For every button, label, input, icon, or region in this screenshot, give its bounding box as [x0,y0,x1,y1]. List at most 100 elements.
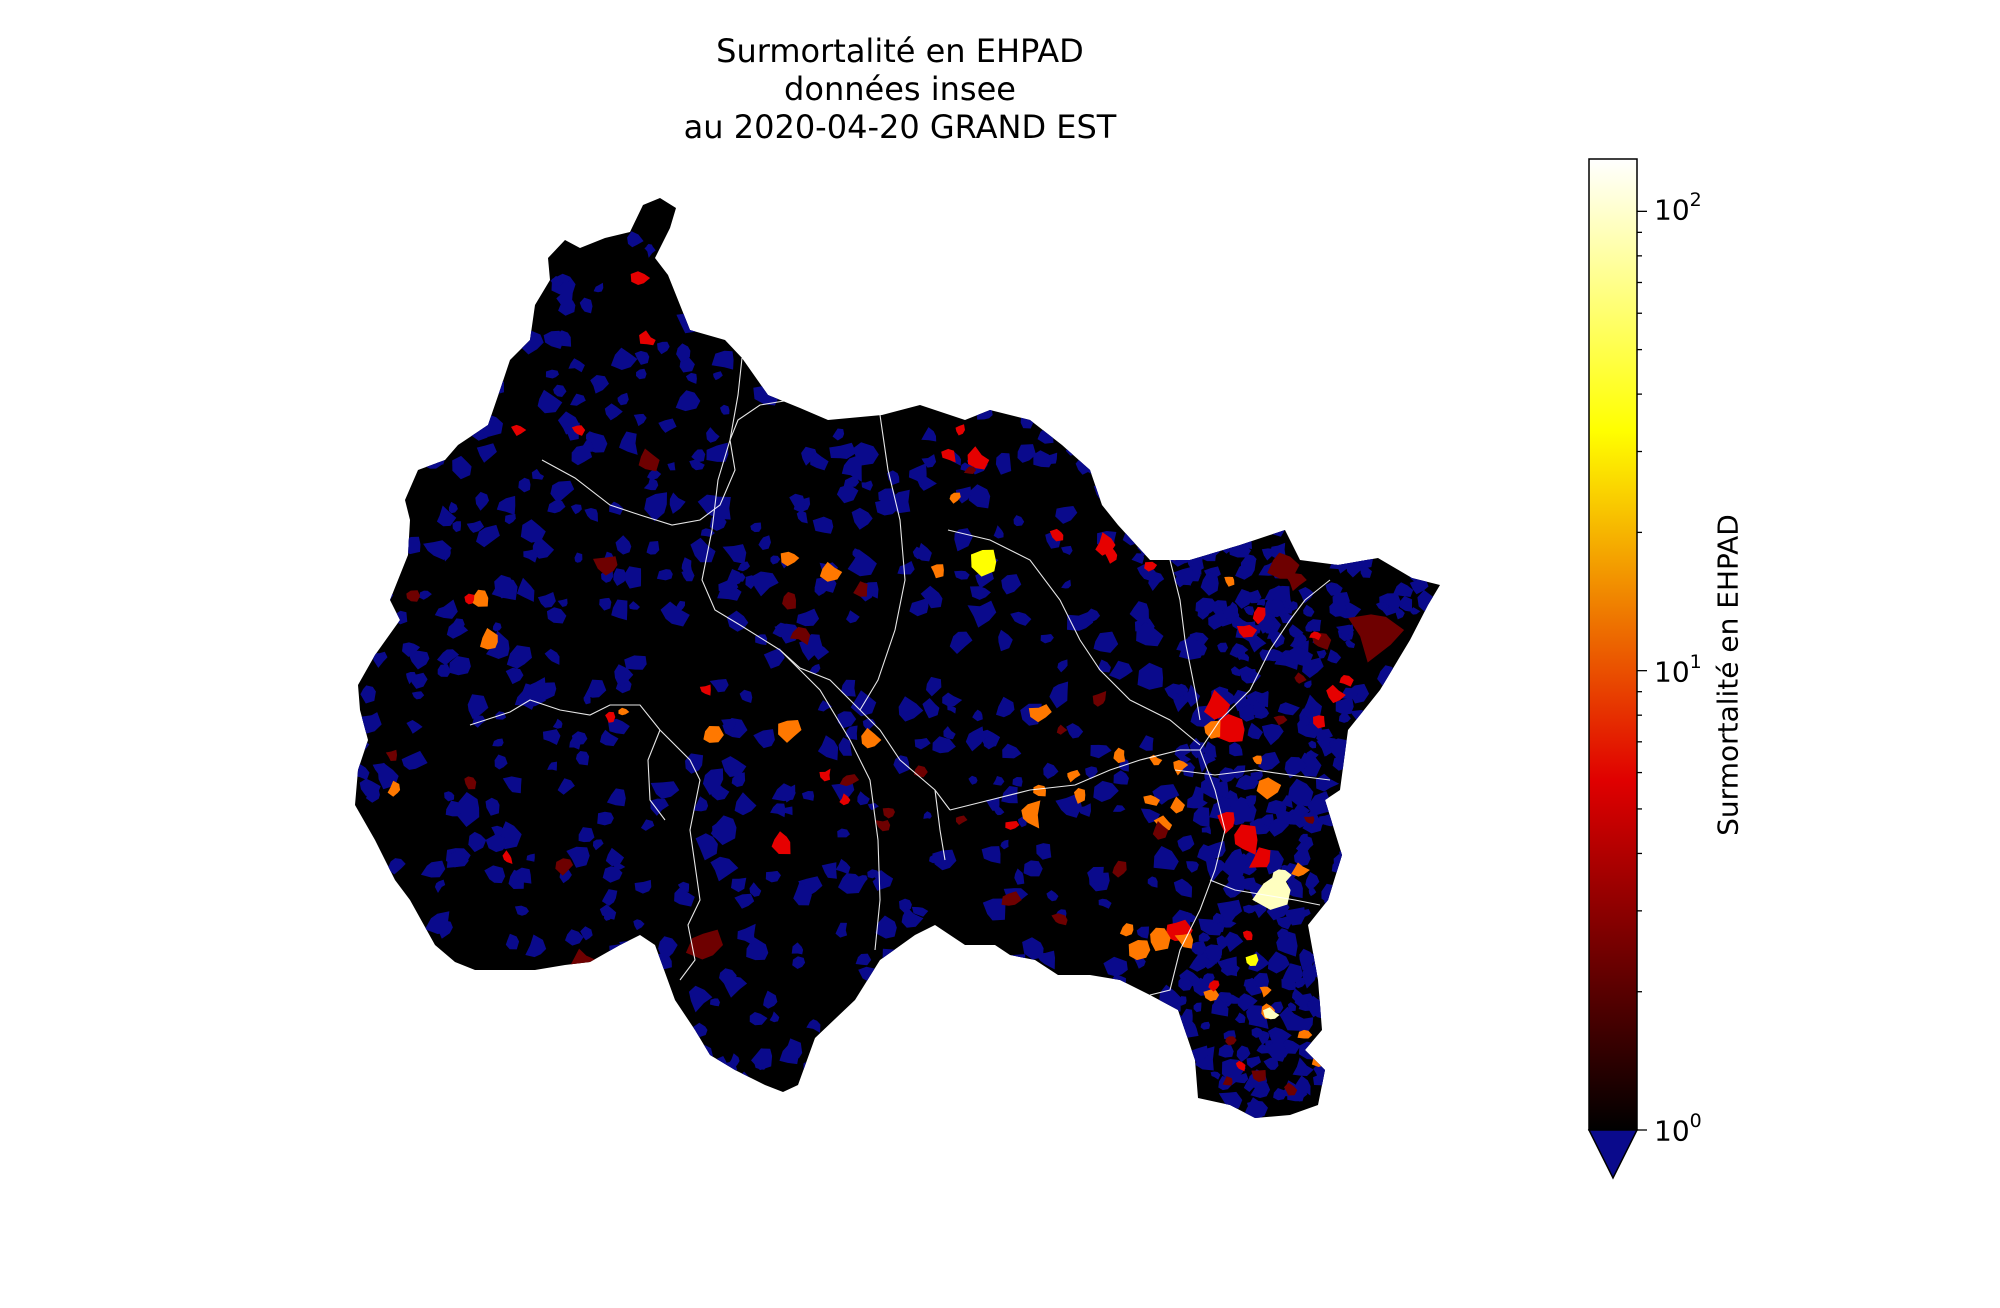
commune-below-range [1109,660,1133,680]
commune-below-range [1399,596,1413,612]
commune-below-range [1128,225,1154,250]
commune-below-range [1062,395,1086,413]
commune-below-range [431,329,441,339]
colorbar-tick-label-1: 100 [1654,1110,1702,1148]
commune-dark-red [464,776,477,790]
commune-below-range [1222,852,1246,878]
commune-dark-red [1112,860,1127,878]
commune-below-range [1294,1075,1311,1096]
commune-orange [819,561,843,582]
commune-below-range [744,227,753,240]
commune-yellow [971,549,997,577]
commune-below-range [446,622,469,639]
commune-below-range [569,736,581,750]
commune-below-range [367,604,390,630]
commune-red [955,424,965,436]
commune-below-range [1204,227,1232,252]
commune-below-range [1049,681,1069,709]
commune-below-range [498,1086,513,1099]
commune-below-range [711,350,734,370]
commune-below-range [435,1039,447,1047]
commune-below-range [1443,1096,1452,1105]
commune-below-range [1224,931,1244,953]
commune-below-range [1100,342,1116,354]
commune-orange [778,720,802,743]
commune-below-range [1229,643,1249,658]
commune-below-range [374,416,388,436]
commune-orange [1170,796,1185,814]
commune-red [967,446,990,470]
commune-below-range [1243,1077,1260,1092]
commune-below-range [941,1103,950,1113]
commune-dark-red [882,807,895,819]
commune-below-range [452,521,461,533]
commune-below-range [1102,202,1117,215]
commune-below-range [1364,935,1381,950]
commune-below-range [604,403,623,421]
commune-below-range [1337,240,1353,253]
commune-below-range [1336,624,1355,636]
commune-below-range [702,768,724,796]
commune-below-range [537,389,563,414]
commune-pale-yellow [1252,877,1291,910]
commune-below-range [375,1021,386,1032]
commune-below-range [1368,828,1382,839]
commune-below-range [908,463,927,486]
commune-below-range [933,360,945,371]
commune-below-range [847,549,877,577]
commune-below-range [605,847,625,867]
commune-below-range [646,541,660,555]
commune-orange [1174,933,1194,949]
commune-below-range [872,342,895,369]
commune-dark-red [1051,913,1068,926]
commune-below-range [545,369,559,379]
commune-below-range [1389,505,1404,517]
commune-below-range [887,470,900,486]
commune-below-range [940,1102,952,1111]
commune-below-range [1250,1077,1271,1098]
commune-below-range [1189,954,1210,972]
commune-below-range [799,637,823,661]
commune-below-range [1406,660,1427,682]
commune-below-range [739,689,753,703]
commune-below-range [1235,560,1257,580]
commune-below-range [523,549,538,563]
commune-below-range [437,664,451,677]
commune-dark-red [853,581,868,597]
commune-below-range [479,1040,499,1063]
commune-below-range [1274,422,1297,439]
commune-below-range [821,862,837,879]
commune-dark-red [1225,1036,1237,1046]
commune-below-range [606,788,626,807]
commune-below-range [824,277,845,304]
commune-below-range [720,404,730,415]
commune-below-range [1284,756,1308,779]
commune-below-range [497,999,511,1019]
commune-below-range [355,471,364,493]
commune-below-range [566,846,590,868]
commune-below-range [1040,634,1054,644]
commune-below-range [357,296,372,309]
colorbar-tick-label-100: 102 [1654,189,1702,227]
commune-below-range [1417,772,1440,800]
commune-below-range [710,856,739,882]
commune-below-range [634,350,650,365]
commune-below-range [389,937,400,954]
commune-below-range [981,846,1001,864]
commune-dark-red [1348,614,1405,663]
commune-below-range [1178,411,1197,425]
commune-below-range [423,540,452,560]
commune-below-range [1173,566,1195,586]
commune-below-range [1129,601,1149,621]
commune-below-range [921,427,937,442]
commune-orange [1224,576,1235,587]
commune-below-range [851,1054,871,1084]
commune-below-range [809,663,821,674]
commune-below-range [916,320,929,333]
commune-below-range [1112,805,1126,812]
commune-orange [1252,755,1262,765]
commune-below-range [836,485,859,504]
commune-below-range [792,956,806,969]
commune-below-range [1396,291,1416,306]
commune-below-range [1322,982,1341,1001]
